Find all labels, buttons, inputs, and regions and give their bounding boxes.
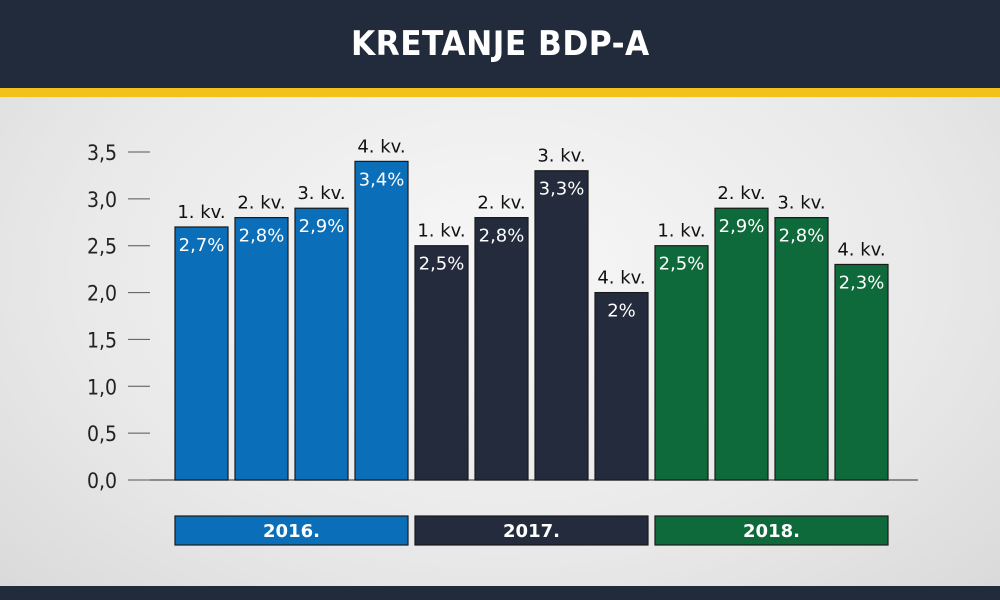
year-legend-label: 2017. — [503, 521, 560, 542]
bar-value-label: 2,5% — [419, 254, 465, 275]
bar-value-label: 3,3% — [539, 179, 585, 200]
y-tick-label: 2,0 — [87, 282, 117, 306]
bar-value-label: 2,9% — [299, 216, 345, 237]
bar-category-label: 4. kv. — [357, 136, 405, 157]
y-tick-label: 3,0 — [87, 188, 117, 212]
bar — [414, 245, 469, 481]
bar-value-label: 2,9% — [719, 216, 765, 237]
bar-value-label: 2,3% — [839, 272, 885, 293]
bar — [294, 207, 349, 481]
y-tick-label: 3,5 — [87, 141, 117, 165]
bar — [774, 217, 829, 481]
year-legend-label: 2016. — [263, 521, 320, 542]
bar-value-label: 2% — [607, 301, 636, 322]
y-tick-label: 1,0 — [87, 375, 117, 399]
bar-value-label: 2,7% — [179, 235, 225, 256]
year-legend-box — [654, 515, 889, 546]
bar — [714, 207, 769, 481]
bar — [174, 226, 229, 481]
bar — [654, 245, 709, 481]
bar — [474, 217, 529, 481]
bar-value-label: 2,8% — [779, 226, 825, 247]
y-tick-label: 0,5 — [87, 422, 117, 446]
bar-category-label: 1. kv. — [417, 221, 465, 242]
bar — [234, 217, 289, 481]
bar-category-label: 2. kv. — [477, 193, 525, 214]
bar-value-label: 3,4% — [359, 169, 405, 190]
bar-category-label: 2. kv. — [717, 183, 765, 204]
bar-category-label: 1. kv. — [657, 221, 705, 242]
bar — [534, 170, 589, 481]
bar — [834, 263, 889, 481]
bar-category-label: 3. kv. — [297, 183, 345, 204]
year-legend-box — [174, 515, 409, 546]
footer-bar — [0, 586, 1000, 600]
bar-category-label: 4. kv. — [837, 239, 885, 260]
y-tick-label: 2,5 — [87, 235, 117, 259]
y-tick-label: 0,0 — [87, 469, 117, 493]
bar-value-label: 2,5% — [659, 254, 705, 275]
bar-category-label: 4. kv. — [597, 268, 645, 289]
accent-stripe — [0, 88, 1000, 97]
year-legend-label: 2018. — [743, 521, 800, 542]
page-title: KRETANJE BDP-A — [350, 24, 650, 64]
year-legend-box — [414, 515, 649, 546]
bar — [594, 291, 649, 481]
header-bar: KRETANJE BDP-A — [0, 0, 1000, 88]
bar-value-label: 2,8% — [239, 226, 285, 247]
y-tick-label: 1,5 — [87, 328, 117, 352]
bar-category-label: 1. kv. — [177, 202, 225, 223]
bar-value-label: 2,8% — [479, 226, 525, 247]
bar-category-label: 3. kv. — [777, 193, 825, 214]
bar-category-label: 2. kv. — [237, 193, 285, 214]
bar-category-label: 3. kv. — [537, 146, 585, 167]
bar — [354, 160, 409, 481]
